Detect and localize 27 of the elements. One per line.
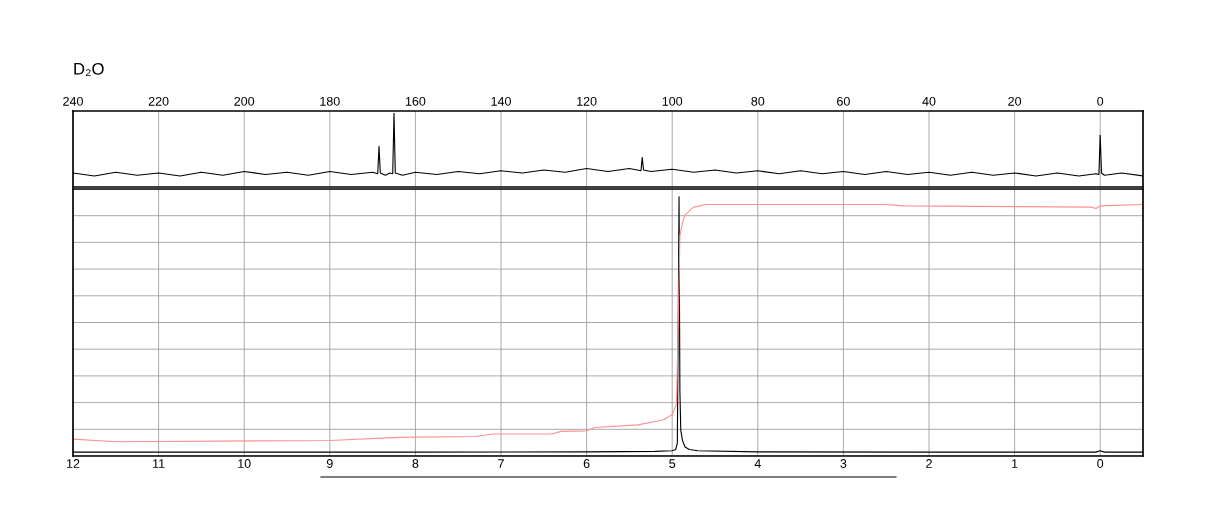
x-tick-label: 0	[1097, 459, 1104, 468]
chart-title: D₂O	[74, 62, 104, 76]
x-tick-label: 80	[751, 96, 765, 106]
x-tick-label: 220	[148, 96, 169, 106]
x-tick-label: 1	[1012, 459, 1018, 468]
x-tick-label: 180	[320, 96, 340, 106]
x-tick-label: 160	[405, 96, 426, 106]
x-tick-label: 10	[238, 459, 251, 468]
x-tick-label: 0	[1097, 96, 1104, 106]
x-tick-label: 9	[326, 459, 333, 468]
x-tick-label: 40	[922, 96, 936, 106]
x-tick-label: 5	[669, 459, 676, 468]
x-tick-label: 7	[498, 459, 504, 468]
x-tick-label: 140	[491, 96, 511, 106]
x-tick-label: 60	[837, 96, 850, 106]
x-tick-label: 4	[754, 459, 761, 468]
x-tick-label: 100	[662, 96, 683, 106]
x-tick-label: 200	[234, 96, 255, 106]
x-tick-label: 2	[926, 459, 932, 468]
x-tick-label: 20	[1008, 96, 1022, 106]
x-tick-label: 12	[67, 459, 80, 468]
x-tick-label: 6	[583, 459, 590, 468]
x-tick-label: 120	[577, 96, 597, 106]
x-tick-label: 3	[840, 459, 847, 468]
x-tick-label: 240	[63, 96, 83, 106]
x-tick-label: 8	[412, 459, 419, 468]
x-tick-label: 11	[153, 459, 165, 468]
